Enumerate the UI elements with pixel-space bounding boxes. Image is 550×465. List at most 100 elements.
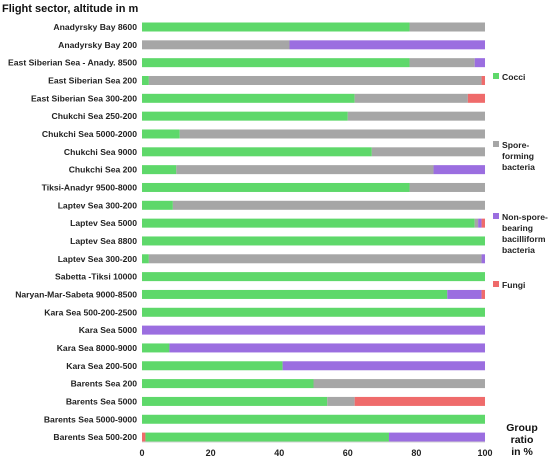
bar-segment-spore-forming-bacteria: [179, 129, 486, 139]
legend-swatch: [493, 73, 499, 79]
category-label: Tiksi-Anadyr 9500-8000: [42, 182, 138, 192]
bar-segment-cocci: [142, 289, 448, 299]
bar-segment-cocci: [142, 272, 485, 282]
x-axis-title-line: Group: [506, 422, 538, 434]
bar-segment-fungi: [481, 289, 485, 299]
category-label: Sabetta -Tiksi 10000: [55, 272, 137, 282]
legend-label: forming: [502, 151, 534, 161]
bar-segment-cocci: [142, 414, 485, 424]
bar-segment-spore-forming-bacteria: [176, 165, 434, 175]
bar-segment-fungi: [467, 93, 485, 103]
plot-area: Anadyrsky Bay 8600 Anadyrsky Bay 200 East …: [8, 22, 492, 458]
category-label: Chukchi Sea 200: [69, 165, 138, 175]
category-label: Kara Sea 200-500: [66, 361, 137, 371]
bar-segment-spore-forming-bacteria: [371, 147, 485, 157]
bar-segment-cocci: [142, 93, 355, 103]
category-label: Laptev Sea 300-200: [58, 254, 138, 264]
legend-label: Non-spore-: [502, 212, 548, 222]
legend-swatch: [493, 213, 499, 219]
bar-segment-non-spore-bearing-bacilliform-bacteria: [142, 325, 485, 335]
x-tick-label: 100: [477, 448, 492, 458]
x-tick-label: 80: [411, 448, 421, 458]
bar-segment-cocci: [142, 236, 485, 246]
legend-label: bacteria: [502, 245, 535, 255]
legend-label: bacilliform: [502, 234, 546, 244]
chart-title: Flight sector, altitude in m: [2, 3, 139, 15]
bar-segment-spore-forming-bacteria: [474, 218, 479, 228]
bar-segment-non-spore-bearing-bacilliform-bacteria: [478, 218, 482, 228]
category-label: Anadyrsky Bay 200: [58, 40, 137, 50]
category-label: Laptev Sea 5000: [70, 218, 137, 228]
legend-label: Spore-: [502, 140, 529, 150]
bar-segment-spore-forming-bacteria: [148, 254, 482, 264]
bar-segment-spore-forming-bacteria: [409, 58, 475, 68]
bar-segment-cocci: [142, 22, 410, 32]
legend-label: bacteria: [502, 162, 535, 172]
bar-segment-cocci: [142, 182, 410, 192]
bar-segment-spore-forming-bacteria: [313, 379, 485, 389]
bar-segment-non-spore-bearing-bacilliform-bacteria: [481, 254, 485, 264]
category-label: East Siberian Sea 300-200: [31, 93, 137, 103]
bar-segment-cocci: [142, 200, 173, 210]
bar-segment-cocci: [142, 379, 314, 389]
bar-segment-cocci: [142, 343, 170, 353]
bar-segment-non-spore-bearing-bacilliform-bacteria: [388, 432, 485, 442]
bar-segment-non-spore-bearing-bacilliform-bacteria: [474, 58, 485, 68]
category-label: Anadyrsky Bay 8600: [53, 22, 137, 32]
category-label: Barents Sea 500-200: [53, 432, 137, 442]
bar-segment-non-spore-bearing-bacilliform-bacteria: [289, 40, 485, 50]
bar-segment-spore-forming-bacteria: [142, 40, 290, 50]
legend-label: Fungi: [502, 280, 525, 290]
category-label: Barents Sea 200: [71, 379, 138, 389]
bar-segment-spore-forming-bacteria: [354, 93, 468, 103]
legend-swatch: [493, 281, 499, 287]
bar-segment-cocci: [145, 432, 389, 442]
bar-segment-fungi: [354, 396, 485, 406]
bar-segment-non-spore-bearing-bacilliform-bacteria: [447, 289, 482, 299]
bar-segment-fungi: [142, 432, 146, 442]
bar-segment-non-spore-bearing-bacilliform-bacteria: [169, 343, 485, 353]
bar-segment-cocci: [142, 129, 180, 139]
bar-segment-cocci: [142, 111, 348, 121]
bar-segment-cocci: [142, 58, 410, 68]
bar-segment-non-spore-bearing-bacilliform-bacteria: [433, 165, 485, 175]
x-tick-label: 0: [139, 448, 144, 458]
bar-segment-cocci: [142, 147, 372, 157]
bar-segment-non-spore-bearing-bacilliform-bacteria: [282, 361, 485, 371]
x-axis-title-line: in %: [511, 446, 533, 458]
bar-segment-cocci: [142, 361, 283, 371]
bar-segment-spore-forming-bacteria: [409, 182, 485, 192]
x-tick-label: 60: [343, 448, 353, 458]
bar-segment-cocci: [142, 165, 177, 175]
category-label: Chukchi Sea 250-200: [51, 111, 137, 121]
bar-segment-spore-forming-bacteria: [347, 111, 485, 121]
category-label: Kara Sea 8000-9000: [57, 343, 137, 353]
bar-segment-spore-forming-bacteria: [409, 22, 485, 32]
bar-segment-fungi: [481, 75, 485, 85]
bar-segment-cocci: [142, 307, 485, 317]
category-label: Chukchi Sea 9000: [64, 147, 137, 157]
legend-swatch: [493, 141, 499, 147]
category-label: Barents Sea 5000-9000: [44, 414, 137, 424]
x-axis-title-line: ratio: [511, 434, 534, 446]
category-label: Kara Sea 5000: [79, 325, 138, 335]
bar-segment-spore-forming-bacteria: [148, 75, 482, 85]
bar-segment-cocci: [142, 218, 475, 228]
category-label: Chukchi Sea 5000-2000: [42, 129, 137, 139]
category-label: Laptev Sea 300-200: [58, 200, 138, 210]
legend: CocciSpore-formingbacteriaNon-spore-bear…: [493, 72, 548, 290]
x-tick-label: 40: [274, 448, 284, 458]
x-tick-label: 20: [206, 448, 216, 458]
category-label: Laptev Sea 8800: [70, 236, 137, 246]
legend-label: Cocci: [502, 72, 525, 82]
category-label: Naryan-Mar-Sabeta 9000-8500: [15, 289, 137, 299]
category-label: Barents Sea 5000: [66, 396, 137, 406]
bar-segment-cocci: [142, 396, 328, 406]
bar-segment-fungi: [481, 218, 485, 228]
category-label: East Siberian Sea 200: [48, 75, 137, 85]
bar-segment-spore-forming-bacteria: [172, 200, 485, 210]
bar-segment-cocci: [142, 75, 149, 85]
legend-label: bearing: [502, 223, 533, 233]
